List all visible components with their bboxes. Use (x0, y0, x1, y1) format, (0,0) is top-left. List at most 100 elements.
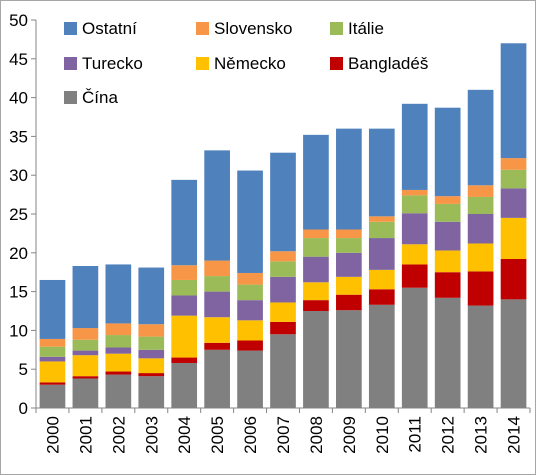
bar-segment (72, 339, 99, 351)
bars (39, 43, 527, 408)
bar-segment (39, 361, 66, 383)
bar-segment (434, 272, 461, 298)
bar-segment (39, 338, 66, 347)
bar-segment (72, 378, 99, 408)
bar-segment (434, 107, 461, 197)
bar-segment (500, 43, 527, 159)
bar-segment (105, 374, 132, 408)
bar-segment (204, 342, 230, 350)
bar-segment (105, 323, 132, 336)
bar-segment (105, 353, 132, 372)
bar-segment (72, 350, 99, 356)
bar-segment (270, 302, 296, 322)
bar-segment (72, 376, 99, 379)
bar-segment (434, 203, 461, 222)
legend-swatch (196, 22, 209, 35)
y-tick-label: 10 (9, 321, 28, 340)
legend-swatch (330, 57, 343, 70)
bar-segment (336, 310, 362, 408)
bar-segment (500, 158, 527, 170)
bar-segment (500, 169, 527, 189)
bar-segment (500, 259, 527, 300)
bar-segment (434, 250, 461, 273)
bar-segment (171, 315, 198, 358)
bar-segment (138, 376, 165, 408)
bar-segment (204, 150, 230, 261)
bar-segment (237, 170, 263, 273)
bar-segment (171, 357, 198, 363)
x-tick-label: 2009 (340, 416, 359, 454)
bar-segment (368, 269, 395, 290)
bar-segment (336, 252, 362, 277)
bar-segment (270, 276, 296, 303)
bar-segment (467, 271, 494, 306)
bar-segment (237, 272, 263, 285)
bar-segment (39, 382, 66, 385)
bar-segment (336, 238, 362, 253)
bar-segment (336, 128, 362, 230)
bar-segment (368, 289, 395, 305)
y-tick-label: 40 (9, 89, 28, 108)
legend-label: Bangladéš (348, 54, 428, 73)
legend-swatch (196, 57, 209, 70)
y-tick-label: 50 (9, 11, 28, 30)
bar-segment (467, 196, 494, 214)
bar-segment (237, 284, 263, 301)
bar-segment (467, 243, 494, 272)
bar-segment (171, 179, 198, 266)
bar-segment (138, 336, 165, 350)
bar-segment (434, 196, 461, 204)
bar-segment (336, 276, 362, 295)
legend-label: Německo (214, 54, 286, 73)
x-tick-label: 2006 (241, 416, 260, 454)
bar-segment (270, 152, 296, 252)
bar-segment (434, 297, 461, 408)
bar-segment (138, 358, 165, 374)
bar-segment (368, 238, 395, 270)
bar-segment (105, 335, 132, 348)
x-tick-label: 2003 (142, 416, 161, 454)
bar-segment (500, 217, 527, 260)
bar-segment (303, 282, 329, 301)
bar-segment (171, 279, 198, 296)
bar-segment (401, 264, 428, 288)
bar-segment (368, 304, 395, 408)
bar-segment (39, 384, 66, 408)
legend-label: Čína (82, 88, 118, 107)
x-tick-label: 2012 (439, 416, 458, 454)
bar-segment (303, 134, 329, 230)
bar-segment (303, 256, 329, 283)
bar-segment (237, 300, 263, 321)
y-tick-label: 0 (19, 399, 28, 418)
bar-segment (401, 213, 428, 245)
legend-label: Slovensko (214, 19, 292, 38)
x-tick-label: 2002 (109, 416, 128, 454)
y-tick-label: 35 (9, 127, 28, 146)
bar-segment (105, 347, 132, 354)
bar-segment (368, 128, 395, 217)
bar-segment (401, 244, 428, 265)
y-tick-label: 20 (9, 244, 28, 263)
bar-segment (237, 350, 263, 408)
x-tick-label: 2011 (406, 416, 425, 453)
x-tick-label: 2007 (274, 416, 293, 454)
bar-segment (303, 229, 329, 239)
bar-segment (138, 324, 165, 337)
x-tick-label: 2001 (76, 416, 95, 454)
bar-segment (467, 89, 494, 186)
bar-segment (401, 189, 428, 196)
legend-swatch (64, 57, 77, 70)
bar-segment (204, 317, 230, 343)
bar-segment (270, 251, 296, 262)
bar-segment (204, 260, 230, 277)
bar-segment (467, 305, 494, 408)
legend-label: Itálie (348, 19, 384, 38)
bar-segment (237, 320, 263, 341)
bar-segment (336, 294, 362, 311)
bar-segment (72, 265, 99, 329)
x-tick-label: 2010 (373, 416, 392, 454)
x-tick-label: 2004 (175, 416, 194, 454)
y-tick-label: 5 (19, 360, 28, 379)
bar-segment (368, 221, 395, 239)
